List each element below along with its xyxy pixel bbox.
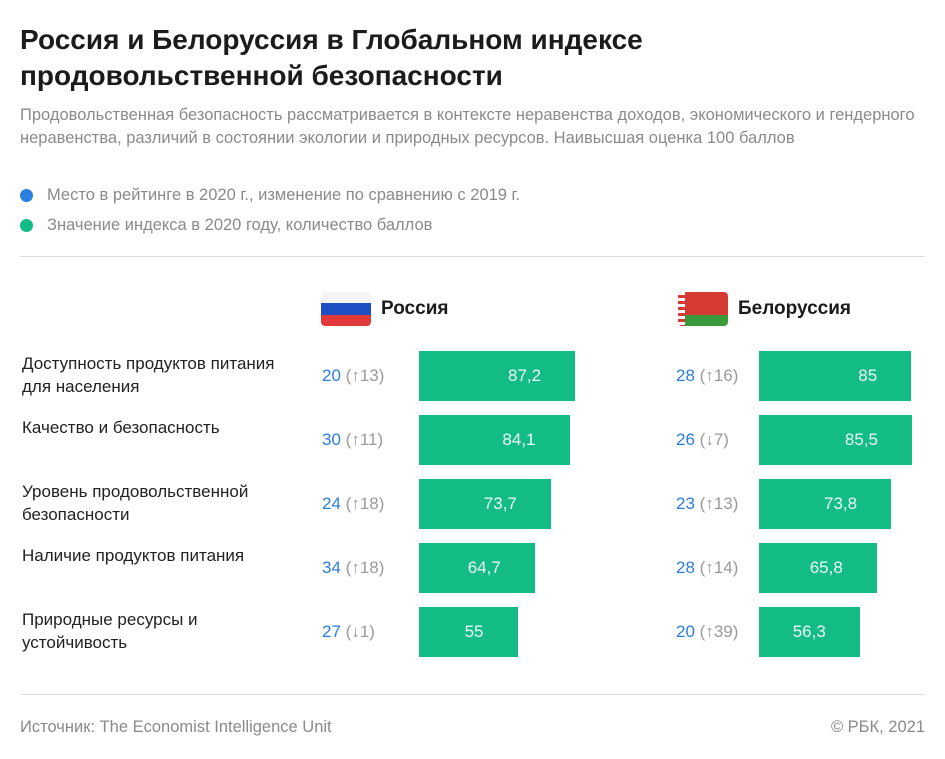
rank-value: 20: [676, 622, 695, 641]
country-header-russia: Россия: [321, 292, 448, 326]
bar-value-label: 85: [858, 366, 878, 385]
belarus-flag-icon: [678, 292, 728, 326]
russia-flag-icon: [321, 292, 371, 326]
bar: 85,5: [759, 415, 912, 465]
rank-label: 23 (↑13): [676, 479, 738, 529]
category-label: Доступность продуктов питания для населе…: [22, 354, 275, 396]
rank-label: 20 (↑39): [676, 607, 738, 657]
rank-value: 23: [676, 494, 695, 513]
legend-rank: Место в рейтинге в 2020 г., изменение по…: [20, 186, 520, 205]
blue-dot-icon: [20, 189, 33, 202]
country-header-belarus: Белоруссия: [678, 292, 851, 326]
bar: 85: [759, 351, 912, 401]
rank-value: 28: [676, 366, 695, 385]
green-dot-icon: [20, 219, 33, 232]
bar: 55: [419, 607, 518, 657]
bar-value-label: 73,8: [824, 494, 858, 513]
rank-value: 30: [322, 430, 341, 449]
bar-value-label: 87,2: [508, 366, 542, 385]
divider: [20, 256, 925, 257]
country-name: Белоруссия: [738, 298, 851, 319]
chart-title: Россия и Белоруссия в Глобальном индексе…: [20, 24, 643, 91]
rank-change: (↑13): [699, 494, 739, 513]
bar-value-label: 85,5: [844, 430, 878, 449]
copyright: © РБК, 2021: [830, 718, 925, 736]
category-label: Природные ресурсы и устойчивость: [22, 610, 198, 652]
bar-value-label: 65,8: [809, 558, 843, 577]
legend-label: Значение индекса в 2020 году, количество…: [47, 216, 433, 234]
rank-value: 26: [676, 430, 695, 449]
bar: 73,8: [759, 479, 892, 529]
category-label: Наличие продуктов питания: [22, 546, 245, 565]
bar-value-label: 55: [464, 622, 484, 641]
rank-label: 28 (↑16): [676, 351, 738, 401]
legend-label: Место в рейтинге в 2020 г., изменение по…: [47, 186, 521, 204]
rank-label: 27 (↓1): [322, 607, 375, 657]
rank-label: 24 (↑18): [322, 479, 384, 529]
rank-change: (↑13): [345, 366, 385, 385]
rank-label: 20 (↑13): [322, 351, 384, 401]
rank-label: 28 (↑14): [676, 543, 738, 593]
rank-value: 24: [322, 494, 341, 513]
bar: 87,2: [419, 351, 576, 401]
rank-change: (↓7): [699, 430, 729, 449]
category-label: Качество и безопасность: [22, 418, 220, 437]
rank-label: 26 (↓7): [676, 415, 729, 465]
chart-subtitle: Продовольственная безопасность рассматри…: [20, 106, 915, 147]
rank-change: (↑11): [345, 430, 384, 449]
divider: [20, 694, 925, 695]
bar: 84,1: [419, 415, 570, 465]
bar: 73,7: [419, 479, 551, 529]
bar-value-label: 73,7: [483, 494, 517, 513]
rank-value: 28: [676, 558, 695, 577]
bar-value-label: 84,1: [502, 430, 536, 449]
rank-label: 30 (↑11): [322, 415, 383, 465]
bar-value-label: 56,3: [792, 622, 826, 641]
rank-change: (↑14): [699, 558, 739, 577]
rank-label: 34 (↑18): [322, 543, 384, 593]
legend-score: Значение индекса в 2020 году, количество…: [20, 216, 432, 235]
bar-value-label: 64,7: [467, 558, 501, 577]
rank-change: (↓1): [345, 622, 375, 641]
category-label: Уровень продовольственной безопасности: [22, 482, 249, 524]
bar: 64,7: [419, 543, 535, 593]
country-name: Россия: [381, 298, 449, 319]
rank-value: 27: [322, 622, 341, 641]
bar: 56,3: [759, 607, 860, 657]
rank-change: (↑39): [699, 622, 739, 641]
rank-change: (↑18): [345, 558, 385, 577]
rank-change: (↑18): [345, 494, 385, 513]
source-note: Источник: The Economist Intelligence Uni…: [20, 718, 332, 736]
rank-change: (↑16): [699, 366, 739, 385]
bar: 65,8: [759, 543, 877, 593]
rank-value: 34: [322, 558, 341, 577]
rank-value: 20: [322, 366, 341, 385]
